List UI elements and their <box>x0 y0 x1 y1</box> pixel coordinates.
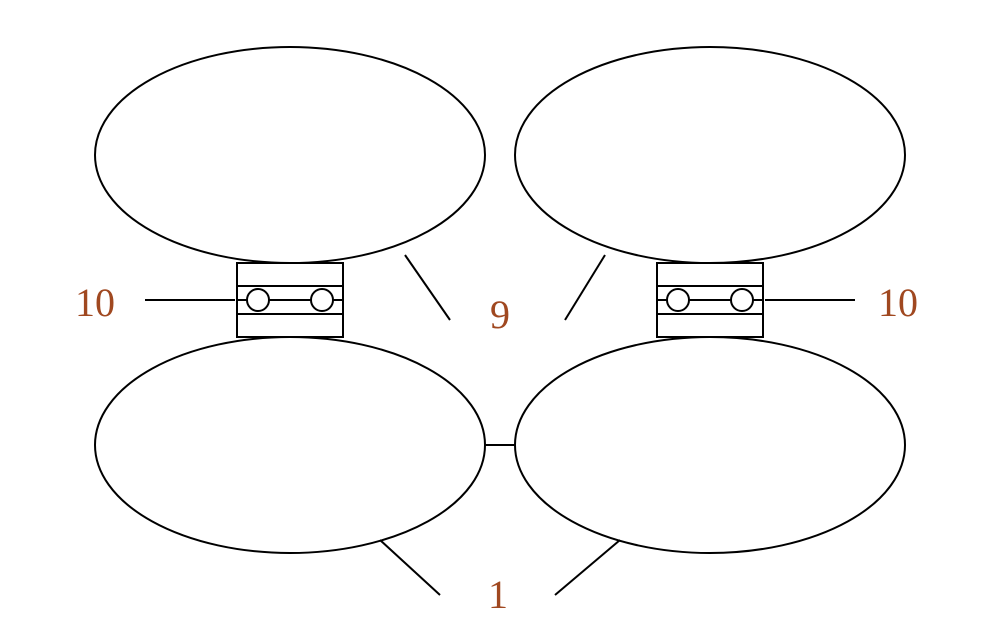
ellipse-top-left <box>95 47 485 263</box>
callout-9-line-right <box>565 255 605 320</box>
callout-1-line-left <box>380 540 440 595</box>
ellipse-bottom-left <box>95 337 485 553</box>
label-9: 9 <box>490 295 510 335</box>
ellipse-top-right <box>515 47 905 263</box>
ellipse-bottom-right <box>515 337 905 553</box>
label-10-right: 10 <box>878 283 918 323</box>
callout-9-line-left <box>405 255 450 320</box>
label-1: 1 <box>488 575 508 615</box>
label-10-left: 10 <box>75 283 115 323</box>
connector-right-circle-right <box>731 289 753 311</box>
connector-left-circle-left <box>247 289 269 311</box>
callout-1-line-right <box>555 540 620 595</box>
connector-left-circle-right <box>311 289 333 311</box>
connector-right-circle-left <box>667 289 689 311</box>
